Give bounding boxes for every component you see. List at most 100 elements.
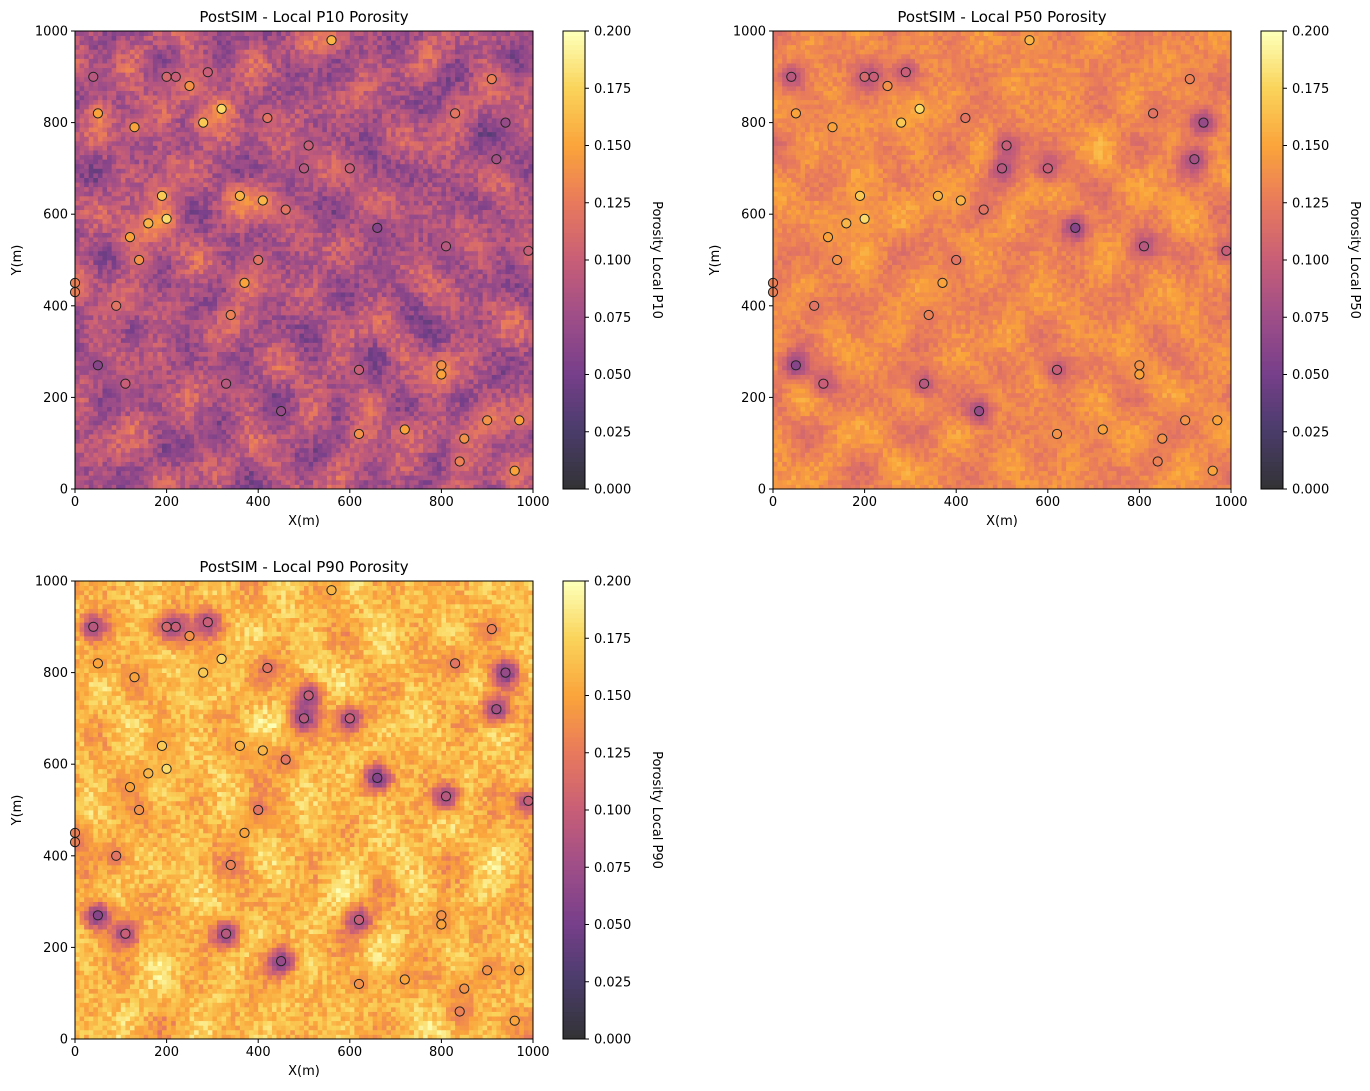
colorbar-tick-label: 0.050 [1292,368,1329,383]
colorbar: 0.000 0.025 0.050 0.075 0.100 0.125 0.150 0.175… [1260,25,1362,498]
well-point [198,667,209,678]
well-point [436,919,447,930]
colorbar-tick-label: 0.175 [594,632,631,647]
well-point [298,713,310,724]
colorbar-tick-label: 0.075 [594,311,631,326]
x-tick-label: 200 [852,495,877,510]
well-point [790,108,802,119]
colorbar-tick-label: 0.150 [1292,139,1329,154]
well-point [129,122,140,133]
well-point [923,309,934,321]
y-tick-label: 400 [741,299,766,314]
well-point [143,768,154,779]
well-point [1097,424,1108,435]
well-point [459,983,470,994]
colorbar-tick-label: 0.100 [594,804,631,819]
y-tick-label: 200 [43,941,68,956]
well-point [216,103,227,115]
colorbar-tick-label: 0.075 [1292,311,1329,326]
well-point [372,772,383,784]
well-point [1212,415,1223,426]
well-point [868,71,879,82]
x-tick-label: 400 [246,1045,271,1060]
well-point [832,254,843,266]
y-tick-label: 1000 [733,25,766,40]
well-point [353,914,365,926]
well-point [225,859,236,871]
well-point [1024,35,1035,46]
colorbar: 0.000 0.025 0.050 0.075 0.100 0.125 0.150 0.175… [562,25,664,498]
x-tick-label: 1000 [516,1045,549,1060]
well-point [399,424,410,435]
well-point [326,35,337,46]
well-point [399,974,410,985]
colorbar-tick-label: 0.000 [594,483,631,498]
x-tick-label: 600 [337,495,362,510]
well-point [239,277,250,288]
well-point [523,795,534,806]
well-point [827,122,838,133]
well-point [1051,428,1063,440]
well-point [129,672,140,683]
colorbar-tick-label: 0.125 [1292,196,1329,211]
well-point [92,108,104,119]
well-point [1198,117,1209,128]
x-tick-label: 1000 [1214,495,1247,510]
x-tick-label: 0 [71,495,79,510]
y-tick-label: 600 [43,208,68,223]
well-point [202,617,213,628]
well-point [156,740,168,752]
colorbar-tick-label: 0.150 [594,689,631,704]
well-point [257,195,268,206]
well-point [111,300,122,311]
well-point [450,108,461,119]
well-point [523,245,534,256]
colorbar-tick-label: 0.025 [1292,425,1329,440]
well-point [486,624,497,635]
y-tick-label: 600 [43,758,68,773]
well-point [436,360,447,371]
well-point [120,378,131,389]
well-point [161,71,172,82]
well-point [184,630,195,642]
colorbar-tick-label: 0.050 [594,918,631,933]
well-point [509,1015,520,1026]
well-point [234,740,245,752]
x-axis-label: X(m) [288,514,320,529]
well-point [514,415,525,426]
heatmap-grid [75,581,534,1040]
well-point [276,956,287,967]
chart-title: PostSIM - Local P90 Porosity [199,558,408,576]
colorbar-tick-label: 0.100 [1292,254,1329,269]
well-point [326,585,337,596]
colorbar-tick-label: 0.175 [1292,82,1329,97]
well-point [1180,415,1191,426]
well-point [257,745,268,756]
colorbar-tick-label: 0.100 [594,254,631,269]
well-point [280,204,291,215]
well-point [955,195,966,206]
y-tick-label: 0 [60,1033,68,1048]
x-tick-label: 1000 [516,495,549,510]
chart-title: PostSIM - Local P50 Porosity [897,8,1106,26]
axes-frame [74,580,534,1040]
well-point [161,763,172,774]
chart-panel-2: 0 200 400 600 800 1000 0 200 400 600 800 1000 PostSI… [708,8,1362,529]
well-point [161,621,172,632]
well-point [1138,241,1150,252]
y-tick-label: 600 [741,208,766,223]
well-point [276,406,287,417]
well-point [88,71,99,82]
x-axis-label: X(m) [288,1064,320,1079]
well-point [303,690,314,701]
well-point [900,67,911,78]
well-point [436,369,447,380]
well-point [1001,140,1012,151]
colorbar-tick-label: 0.025 [594,975,631,990]
well-point [1042,163,1053,174]
x-tick-label: 800 [429,495,454,510]
y-axis-label: Y(m) [10,795,25,827]
y-tick-label: 800 [43,116,68,131]
x-tick-label: 800 [1127,495,1152,510]
